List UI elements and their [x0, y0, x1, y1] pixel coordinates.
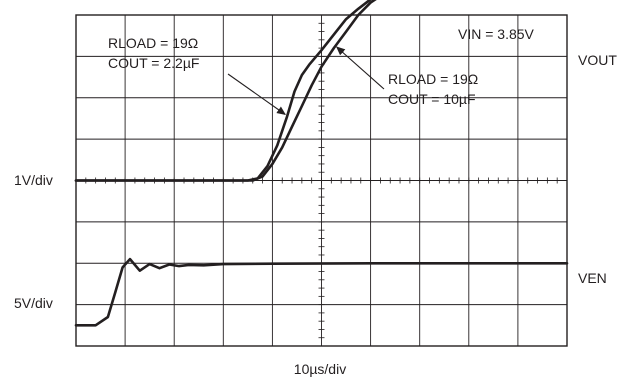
arrow-10uf [336, 46, 385, 90]
vin-label: VIN = 3.85V [458, 26, 535, 42]
vout-trace-10uf [74, 0, 377, 182]
scale-label-5v: 5V/div [14, 295, 53, 311]
traces [74, 0, 569, 327]
vout-trace-2p2uf [74, 0, 372, 182]
ven-trace [74, 257, 569, 327]
arrows [227, 46, 385, 115]
arrow-2p2uf [227, 73, 286, 115]
annotation-rload-10: RLOAD = 19Ω [388, 71, 478, 87]
vout-channel-label: VOUT [578, 52, 617, 68]
annotation-cout-2p2: COUT = 2.2µF [108, 55, 199, 71]
scale-label-1v: 1V/div [14, 172, 53, 188]
x-axis-label: 10µs/div [294, 361, 346, 377]
ven-channel-label: VEN [578, 270, 607, 286]
annotation-rload-2p2: RLOAD = 19Ω [108, 35, 198, 51]
annotation-cout-10: COUT = 10µF [388, 91, 476, 107]
